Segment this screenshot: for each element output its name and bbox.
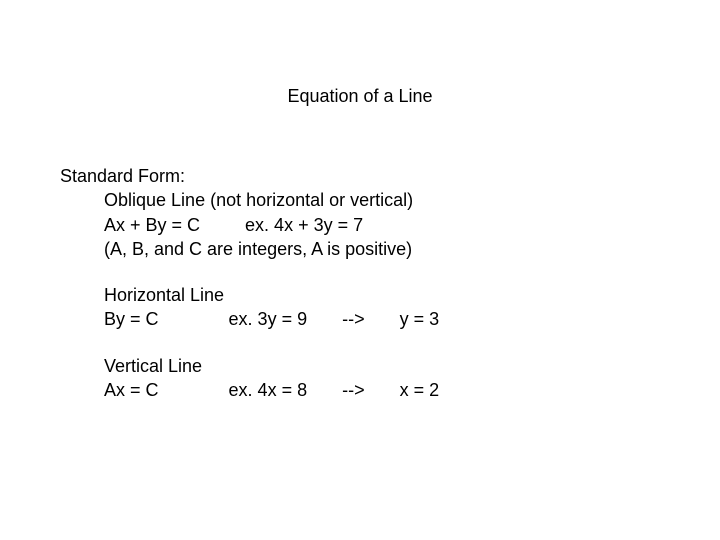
oblique-eq: Ax + By = C (104, 215, 245, 235)
horizontal-row: By = C ex. 3y = 9 --> y = 3 (104, 307, 439, 331)
vertical-row: Ax = C ex. 4x = 8 --> x = 2 (104, 378, 439, 402)
vertical-ex: ex. 4x = 8 (229, 380, 343, 400)
vertical-label: Vertical Line (104, 354, 439, 378)
vertical-arrow: --> (342, 380, 400, 400)
body-content: Standard Form: Oblique Line (not horizon… (60, 164, 439, 402)
oblique-ex: ex. 4x + 3y = 7 (245, 215, 363, 235)
vertical-eq: Ax = C (104, 380, 229, 400)
page-title: Equation of a Line (0, 86, 720, 107)
slide: Equation of a Line Standard Form: Obliqu… (0, 0, 720, 540)
horizontal-arrow: --> (342, 309, 400, 329)
oblique-label: Oblique Line (not horizontal or vertical… (104, 188, 439, 212)
vertical-block: Vertical Line Ax = C ex. 4x = 8 --> x = … (104, 354, 439, 403)
standard-form-heading: Standard Form: (60, 164, 439, 188)
horizontal-block: Horizontal Line By = C ex. 3y = 9 --> y … (104, 283, 439, 332)
horizontal-ex: ex. 3y = 9 (229, 309, 343, 329)
oblique-note: (A, B, and C are integers, A is positive… (104, 237, 439, 261)
oblique-row: Ax + By = C ex. 4x + 3y = 7 (104, 213, 439, 237)
vertical-result: x = 2 (400, 380, 440, 400)
oblique-block: Oblique Line (not horizontal or vertical… (104, 188, 439, 261)
horizontal-eq: By = C (104, 309, 229, 329)
horizontal-result: y = 3 (400, 309, 440, 329)
horizontal-label: Horizontal Line (104, 283, 439, 307)
